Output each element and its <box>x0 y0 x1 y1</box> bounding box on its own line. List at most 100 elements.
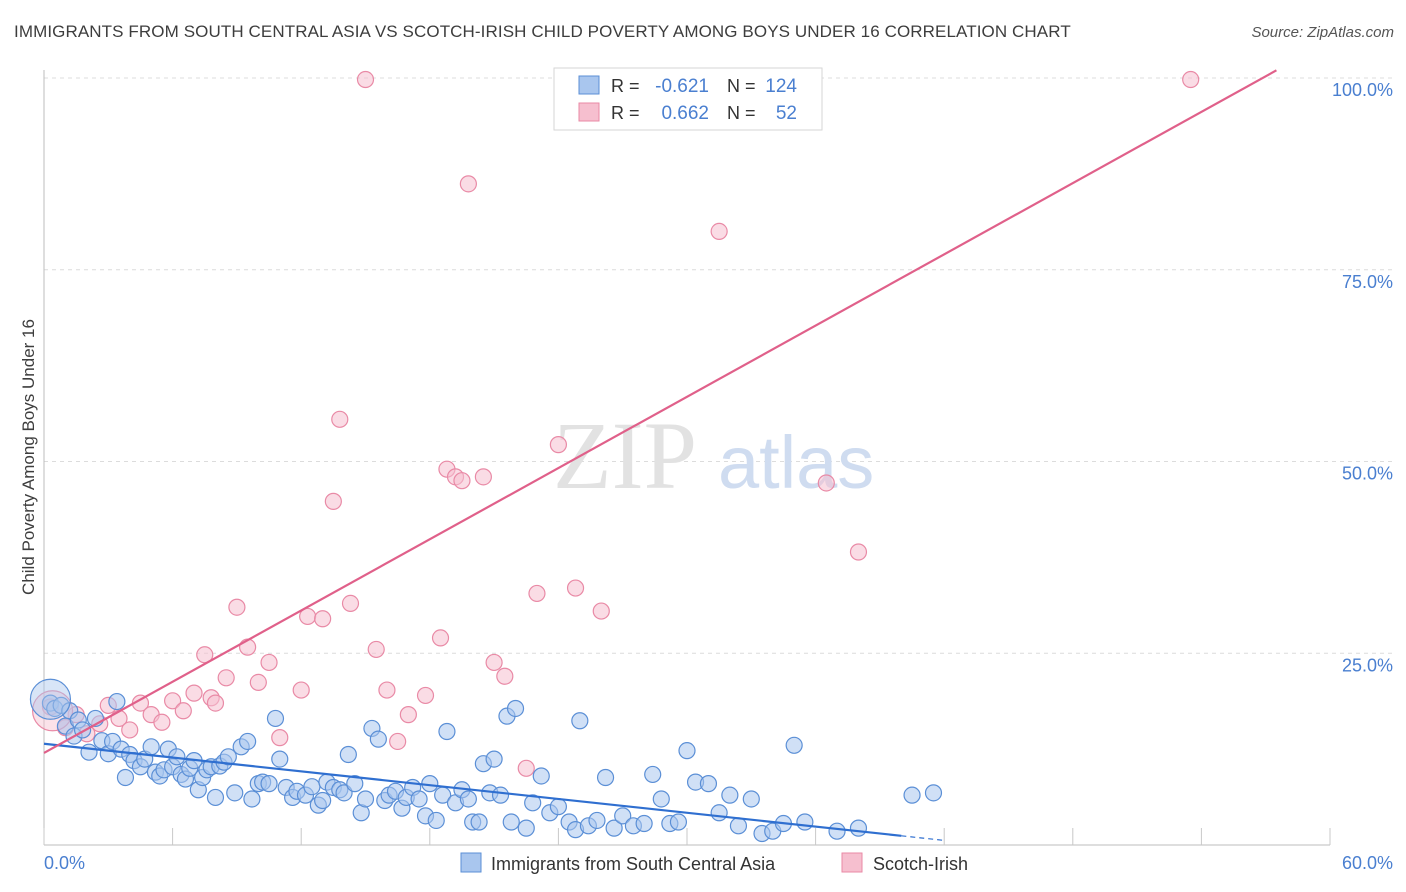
y-tick-label-50: 50.0% <box>1342 464 1393 484</box>
south-central-asia-point-87 <box>502 813 520 831</box>
stats-legend-swatch-pink <box>578 102 600 122</box>
scotch-irish-point-27 <box>331 410 349 428</box>
south-central-asia-point-38 <box>219 748 237 766</box>
scotch-irish-point-43 <box>517 759 535 777</box>
south-central-asia-point-52 <box>303 778 321 796</box>
south-central-asia-point-88 <box>506 699 525 718</box>
y-tick-labels: 25.0% 50.0% 75.0% 100.0% <box>1332 80 1393 675</box>
stats-legend-n-value-pink: 52 <box>776 103 797 124</box>
scotch-irish-point-20 <box>249 673 267 691</box>
south-central-asia-point-112 <box>721 786 739 804</box>
south-central-asia-point-103 <box>635 814 653 833</box>
series-legend: Immigrants from South Central Asia Scotc… <box>460 852 968 874</box>
south-central-asia-point-121 <box>849 819 868 837</box>
scotch-irish-point-41 <box>485 653 503 672</box>
south-central-asia-point-89 <box>517 819 535 837</box>
south-central-asia-point-13 <box>108 692 126 711</box>
watermark-atlas: atlas <box>718 421 874 504</box>
south-central-asia-point-81 <box>470 813 488 831</box>
south-central-asia-cluster-point <box>29 678 72 720</box>
south-central-asia-point-104 <box>644 765 662 784</box>
south-central-asia-point-99 <box>596 768 615 787</box>
stats-legend-swatch-blue <box>578 75 600 95</box>
stats-legend: R = -0.621 N = 124 R = 0.662 N = 52 <box>553 67 823 131</box>
south-central-asia-point-114 <box>742 790 760 808</box>
south-central-asia-points <box>29 678 943 843</box>
south-central-asia-point-118 <box>785 736 803 754</box>
y-axis-title: Child Poverty Among Boys Under 16 <box>19 319 38 595</box>
south-central-asia-point-71 <box>410 790 428 808</box>
south-central-asia-point-123 <box>924 784 943 802</box>
south-central-asia-point-47 <box>271 750 289 768</box>
south-central-asia-point-74 <box>427 811 445 830</box>
scotch-irish-point-26 <box>324 492 342 510</box>
y-tick-label-75: 75.0% <box>1342 272 1393 292</box>
south-central-asia-point-60 <box>346 775 364 793</box>
legend-swatch-south-central-asia <box>460 852 482 873</box>
scotch-irish-point-45 <box>549 436 568 454</box>
scotch-irish-point-17 <box>217 669 235 687</box>
scotch-irish-point-23 <box>292 681 310 699</box>
south-central-asia-point-62 <box>356 790 375 808</box>
scotch-irish-point-32 <box>389 732 407 751</box>
south-central-asia-point-20 <box>142 738 160 756</box>
scotch-irish-point-29 <box>356 70 375 89</box>
scotch-irish-point-34 <box>416 686 435 705</box>
scotch-irish-point-31 <box>378 681 396 699</box>
south-central-asia-point-96 <box>571 712 589 730</box>
x-tick-label-min: 0.0% <box>44 853 85 873</box>
south-central-asia-point-59 <box>339 745 357 764</box>
south-central-asia-point-108 <box>678 742 696 760</box>
scotch-irish-point-38 <box>453 472 471 490</box>
south-central-asia-point-42 <box>243 790 261 808</box>
south-central-asia-point-93 <box>549 798 568 816</box>
legend-swatch-scotch-irish <box>841 852 863 873</box>
south-central-asia-point-15 <box>116 768 135 787</box>
y-tick-label-100: 100.0% <box>1332 80 1393 100</box>
scotch-irish-point-44 <box>528 584 546 603</box>
scotch-irish-trendline <box>43 69 1277 754</box>
south-central-asia-point-107 <box>669 813 688 831</box>
scotch-irish-point-12 <box>174 702 192 720</box>
legend-label-scotch-irish: Scotch-Irish <box>873 854 968 874</box>
south-central-asia-point-120 <box>828 822 846 840</box>
stats-legend-r-value-blue: -0.621 <box>655 76 709 97</box>
scotch-irish-point-35 <box>431 629 450 647</box>
scotch-irish-point-42 <box>496 667 514 685</box>
scotch-irish-point-28 <box>341 594 360 612</box>
south-central-asia-point-79 <box>459 790 477 808</box>
scotch-irish-point-19 <box>239 638 257 656</box>
scotch-irish-point-18 <box>228 598 246 616</box>
scotch-irish-point-33 <box>399 706 417 724</box>
scotch-irish-point-39 <box>459 175 477 193</box>
x-tick-label-max: 60.0% <box>1342 853 1393 873</box>
south-central-asia-point-45 <box>260 775 278 793</box>
scotch-irish-point-25 <box>314 610 332 628</box>
south-central-asia-point-85 <box>491 786 510 804</box>
south-central-asia-point-111 <box>710 804 728 822</box>
stats-legend-r-label-pink: R = <box>611 103 640 123</box>
scotch-irish-point-22 <box>271 729 289 747</box>
scotch-irish-point-13 <box>185 684 203 702</box>
south-central-asia-point-91 <box>532 767 550 785</box>
south-central-asia-point-113 <box>729 817 748 835</box>
scotch-irish-point-51 <box>1182 70 1200 89</box>
stats-legend-n-label-pink: N = <box>727 103 756 123</box>
south-central-asia-point-46 <box>266 709 285 728</box>
scotch-irish-point-7 <box>121 721 139 739</box>
scotch-irish-point-30 <box>367 640 385 659</box>
scotch-irish-point-16 <box>206 694 225 712</box>
scotch-irish-point-40 <box>474 468 492 486</box>
south-central-asia-point-110 <box>699 775 718 793</box>
scotch-irish-point-21 <box>260 653 278 672</box>
scotch-irish-point-47 <box>592 602 610 620</box>
stats-legend-r-value-pink: 0.662 <box>661 103 709 124</box>
south-central-asia-point-54 <box>314 791 332 810</box>
south-central-asia-trendline-extension <box>901 835 945 841</box>
south-central-asia-point-35 <box>206 788 225 807</box>
x-axis-ticks <box>43 828 1331 845</box>
south-central-asia-point-84 <box>485 750 503 768</box>
south-central-asia-point-41 <box>239 732 257 751</box>
south-central-asia-point-90 <box>524 794 542 812</box>
